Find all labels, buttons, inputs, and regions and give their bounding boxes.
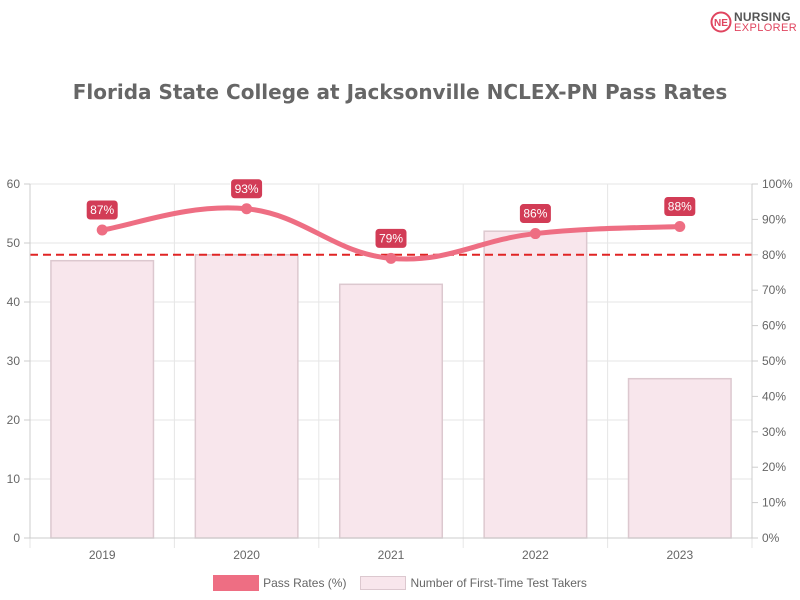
- left-axis-tick-label: 60: [7, 177, 21, 191]
- nursing-explorer-logo: NE NURSING EXPLORER: [710, 9, 797, 35]
- data-label-box: [374, 227, 408, 249]
- data-label-text: 86%: [523, 207, 547, 221]
- svg-text:NE: NE: [714, 18, 728, 29]
- right-axis-tick-label: 30%: [762, 425, 786, 439]
- data-label-text: 79%: [379, 231, 403, 245]
- right-axis-tick-label: 70%: [762, 283, 786, 297]
- data-label-text: 87%: [90, 203, 114, 217]
- bar-2019: [50, 259, 155, 539]
- x-axis-tick-label: 2022: [522, 548, 549, 562]
- legend-label-test-takers: Number of First-Time Test Takers: [410, 576, 587, 590]
- data-label-text: 88%: [668, 199, 692, 213]
- data-label-text: 93%: [235, 182, 259, 196]
- right-axis-tick-label: 80%: [762, 248, 786, 262]
- line-series: [96, 203, 686, 264]
- right-axis-tick-label: 60%: [762, 319, 786, 333]
- x-axis-tick-label: 2020: [233, 548, 260, 562]
- data-label-2022: 86%: [518, 203, 552, 225]
- data-label-2019: 87%: [85, 199, 119, 221]
- logo-text-nursing: NURSING: [734, 10, 791, 24]
- data-label-2020: 93%: [230, 178, 264, 200]
- right-axis-tick-label: 40%: [762, 389, 786, 403]
- right-axis-tick-label: 10%: [762, 496, 786, 510]
- pass-rate-point-2020: [241, 203, 253, 215]
- data-label-box: [518, 203, 552, 225]
- data-labels: 87% 93% 79% 86% 88%: [85, 178, 697, 249]
- right-axis-tick-label: 50%: [762, 354, 786, 368]
- left-axis-tick-label: 20: [7, 413, 21, 427]
- legend-swatch-line: [213, 575, 260, 591]
- bar-2022: [483, 230, 588, 539]
- left-axis-tick-label: 40: [7, 295, 21, 309]
- data-label-2023: 88%: [663, 195, 697, 217]
- bar-2021: [338, 283, 444, 539]
- bar-2020: [194, 254, 299, 539]
- chart-legend: Pass Rates (%) Number of First-Time Test…: [0, 575, 800, 591]
- right-axis-tick-label: 20%: [762, 460, 786, 474]
- data-label-box: [663, 195, 697, 217]
- pass-rate-point-2019: [96, 224, 108, 236]
- left-axis-tick-label: 50: [7, 236, 21, 250]
- chart-title: Florida State College at Jacksonville NC…: [72, 80, 728, 104]
- right-axis-tick-label: 100%: [762, 177, 793, 191]
- data-label-box: [85, 199, 119, 221]
- bar-series: [50, 230, 732, 539]
- bar-2023: [627, 377, 732, 539]
- right-axis-tick-label: 0%: [762, 531, 780, 545]
- logo-text-explorer: EXPLORER: [734, 22, 798, 34]
- legend-swatch-bar: [360, 576, 407, 590]
- left-axis-tick-label: 0: [13, 531, 20, 545]
- axes: 0 10 20 30 40 50 60 0% 10% 20% 30% 40% 50% 60% 70% 80% 9…: [7, 177, 793, 562]
- x-axis-tick-label: 2019: [89, 548, 116, 562]
- right-axis-tick-label: 90%: [762, 212, 786, 226]
- nursing-explorer-logo-icon: NE: [710, 11, 732, 33]
- data-label-2021: 79%: [374, 227, 408, 249]
- data-label-box: [230, 178, 264, 200]
- x-axis-tick-label: 2021: [378, 548, 405, 562]
- legend-label-pass-rates: Pass Rates (%): [263, 576, 347, 590]
- left-axis-tick-label: 10: [7, 472, 21, 486]
- left-axis-tick-label: 30: [7, 354, 21, 368]
- legend-item-test-takers[interactable]: Number of First-Time Test Takers: [360, 576, 587, 590]
- legend-item-pass-rates[interactable]: Pass Rates (%): [213, 575, 346, 591]
- pass-rate-point-2021: [385, 252, 397, 264]
- pass-rate-point-2022: [529, 228, 541, 240]
- pass-rate-point-2023: [674, 220, 686, 232]
- x-axis-tick-label: 2023: [666, 548, 693, 562]
